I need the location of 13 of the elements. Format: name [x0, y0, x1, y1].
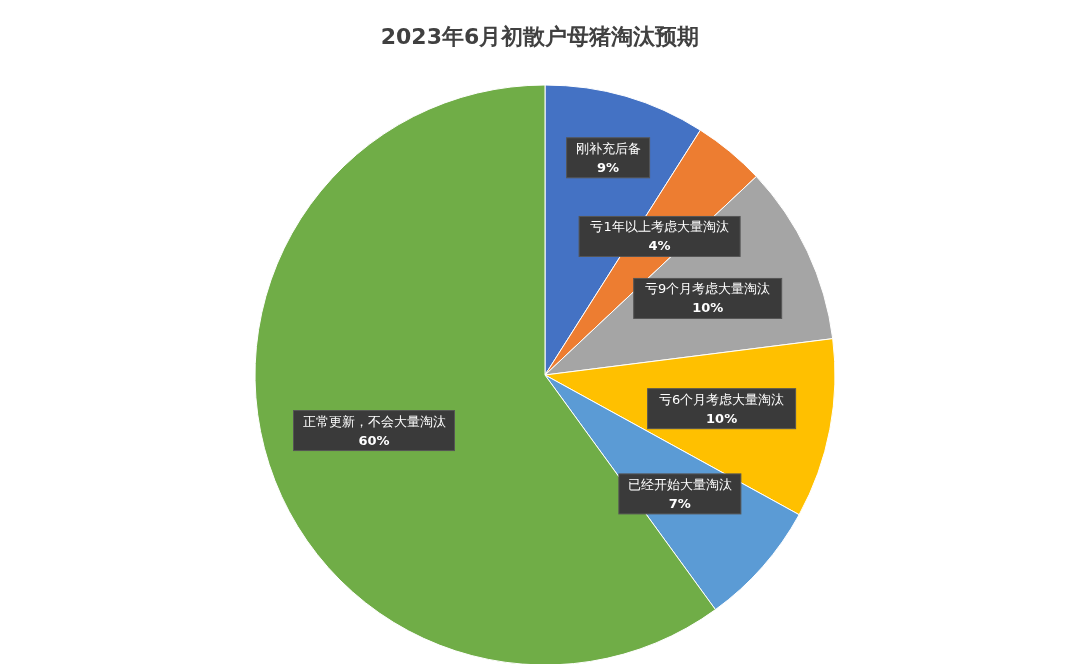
data-label: 9%	[597, 159, 620, 175]
slice-label: 亏1年以上考虑大量淘汰	[590, 219, 729, 235]
data-label: 7%	[668, 495, 691, 511]
slice-label: 刚补充后备	[575, 140, 641, 156]
slice-label: 亏6个月考虑大量淘汰	[658, 391, 785, 407]
data-label: 10%	[706, 410, 738, 426]
slice-label: 亏9个月考虑大量淘汰	[645, 281, 771, 297]
data-label: 10%	[692, 300, 724, 316]
slice-label: 正常更新，不会大量淘汰	[302, 413, 446, 429]
data-label: 60%	[358, 432, 390, 448]
chart-title: 2023年6月初散户母猪淘汰预期	[379, 23, 701, 51]
data-label: 4%	[648, 238, 671, 254]
slice-label: 已经开始大量淘汰	[627, 476, 732, 492]
